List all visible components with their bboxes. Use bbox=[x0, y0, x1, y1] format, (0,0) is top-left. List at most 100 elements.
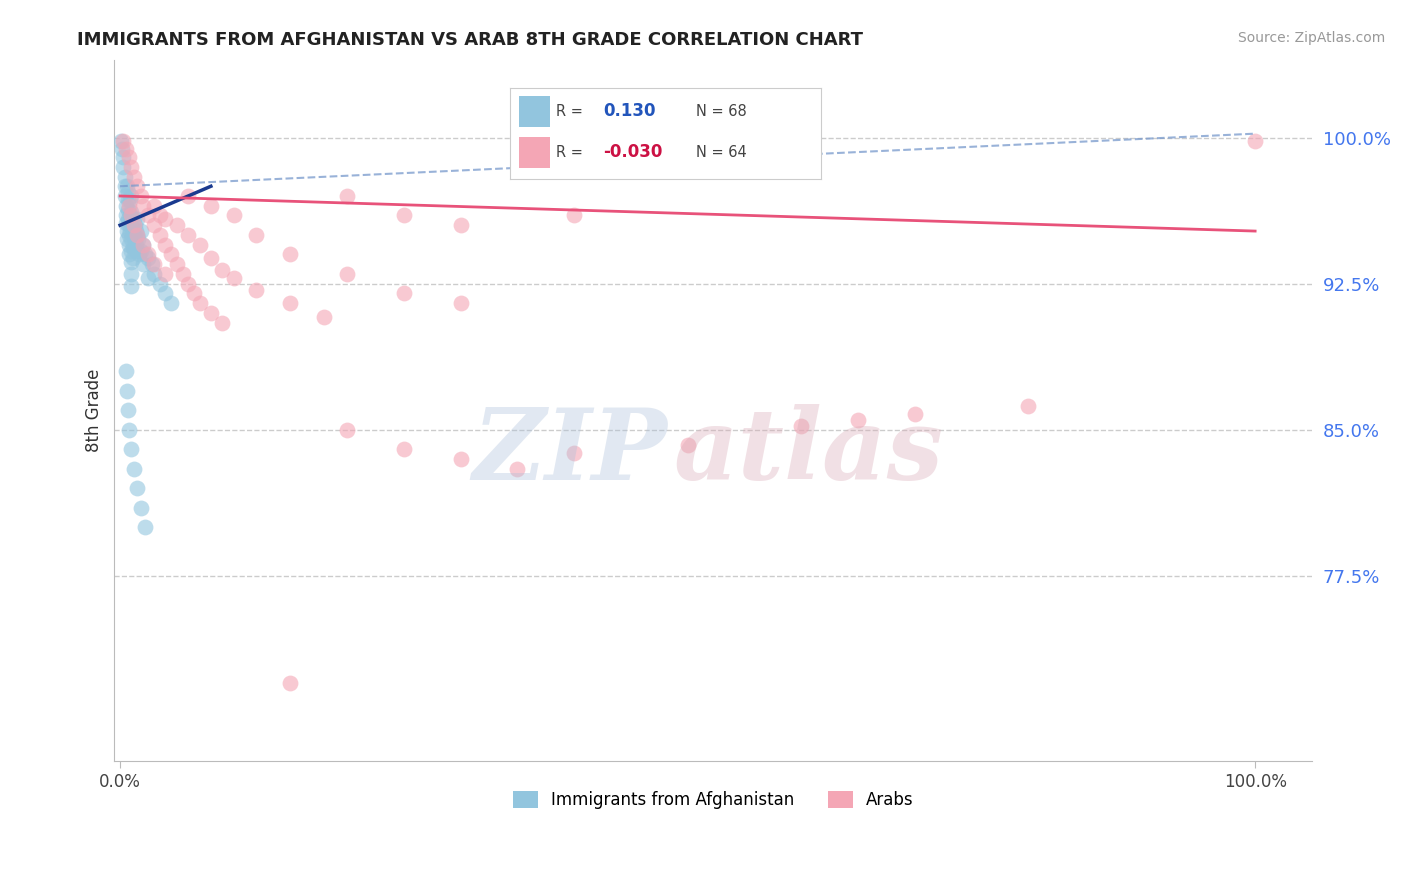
Y-axis label: 8th Grade: 8th Grade bbox=[86, 368, 103, 452]
Point bbox=[114, 364, 136, 378]
Point bbox=[138, 270, 160, 285]
Point bbox=[128, 247, 150, 261]
Point bbox=[121, 252, 143, 266]
Point bbox=[120, 267, 142, 281]
Point bbox=[177, 189, 200, 203]
Point bbox=[115, 232, 138, 246]
Point bbox=[125, 224, 148, 238]
Point bbox=[222, 209, 245, 223]
Point bbox=[138, 209, 160, 223]
Text: atlas: atlas bbox=[673, 404, 943, 500]
Point bbox=[132, 237, 155, 252]
Point bbox=[562, 209, 585, 223]
Point bbox=[1017, 400, 1039, 414]
Text: ZIP: ZIP bbox=[472, 404, 666, 500]
Point bbox=[118, 218, 141, 232]
Point bbox=[121, 227, 143, 242]
Point bbox=[124, 218, 146, 232]
Point bbox=[143, 267, 166, 281]
Point bbox=[117, 185, 139, 199]
Point bbox=[143, 257, 166, 271]
Point bbox=[127, 179, 149, 194]
Point bbox=[120, 278, 142, 293]
Point bbox=[562, 446, 585, 460]
Point bbox=[188, 296, 211, 310]
Point bbox=[114, 142, 136, 156]
Point bbox=[127, 232, 149, 246]
Point bbox=[122, 218, 145, 232]
Point bbox=[200, 199, 222, 213]
Point bbox=[120, 224, 142, 238]
Point bbox=[127, 227, 149, 242]
Point bbox=[155, 237, 177, 252]
Point bbox=[111, 142, 134, 156]
Point bbox=[120, 244, 142, 258]
Point bbox=[245, 227, 267, 242]
Point bbox=[115, 224, 138, 238]
Point bbox=[127, 212, 149, 227]
Legend: Immigrants from Afghanistan, Arabs: Immigrants from Afghanistan, Arabs bbox=[506, 784, 921, 816]
Point bbox=[149, 209, 172, 223]
Point bbox=[392, 209, 415, 223]
Point bbox=[450, 296, 472, 310]
Point bbox=[129, 224, 152, 238]
Point bbox=[166, 257, 188, 271]
Point bbox=[166, 218, 188, 232]
Point bbox=[676, 438, 699, 452]
Point bbox=[118, 423, 141, 437]
Point bbox=[245, 283, 267, 297]
Point bbox=[160, 247, 183, 261]
Point bbox=[117, 403, 139, 417]
Point bbox=[155, 286, 177, 301]
Point bbox=[132, 257, 155, 271]
Point bbox=[112, 160, 135, 174]
Point bbox=[280, 247, 302, 261]
Point bbox=[143, 199, 166, 213]
Point bbox=[120, 232, 142, 246]
Point bbox=[134, 247, 156, 261]
Point bbox=[120, 209, 142, 223]
Point bbox=[200, 306, 222, 320]
Point bbox=[200, 252, 222, 266]
Point bbox=[172, 267, 194, 281]
Point bbox=[336, 189, 359, 203]
Point bbox=[120, 193, 142, 207]
Point bbox=[392, 286, 415, 301]
Point bbox=[141, 257, 163, 271]
Point bbox=[160, 296, 183, 310]
Point bbox=[129, 189, 152, 203]
Point bbox=[114, 169, 136, 184]
Point bbox=[188, 237, 211, 252]
Point bbox=[222, 270, 245, 285]
Point bbox=[110, 135, 132, 149]
Point bbox=[120, 442, 142, 457]
Point bbox=[143, 218, 166, 232]
Point bbox=[138, 252, 160, 266]
Point bbox=[122, 242, 145, 256]
Point bbox=[122, 169, 145, 184]
Point bbox=[132, 199, 155, 213]
Point bbox=[132, 237, 155, 252]
Point bbox=[124, 232, 146, 246]
Point bbox=[336, 423, 359, 437]
Point bbox=[122, 462, 145, 476]
Point bbox=[211, 263, 233, 277]
Point bbox=[115, 179, 138, 194]
Point bbox=[127, 244, 149, 258]
Point bbox=[127, 227, 149, 242]
Point bbox=[117, 202, 139, 217]
Point bbox=[114, 209, 136, 223]
Point bbox=[120, 160, 142, 174]
Point bbox=[115, 384, 138, 398]
Point bbox=[122, 227, 145, 242]
Point bbox=[211, 316, 233, 330]
Point bbox=[120, 189, 142, 203]
Point bbox=[120, 204, 142, 219]
Point bbox=[904, 407, 927, 421]
Point bbox=[155, 267, 177, 281]
Point bbox=[118, 199, 141, 213]
Point bbox=[134, 520, 156, 534]
Point bbox=[450, 218, 472, 232]
Point bbox=[314, 310, 336, 324]
Point bbox=[125, 237, 148, 252]
